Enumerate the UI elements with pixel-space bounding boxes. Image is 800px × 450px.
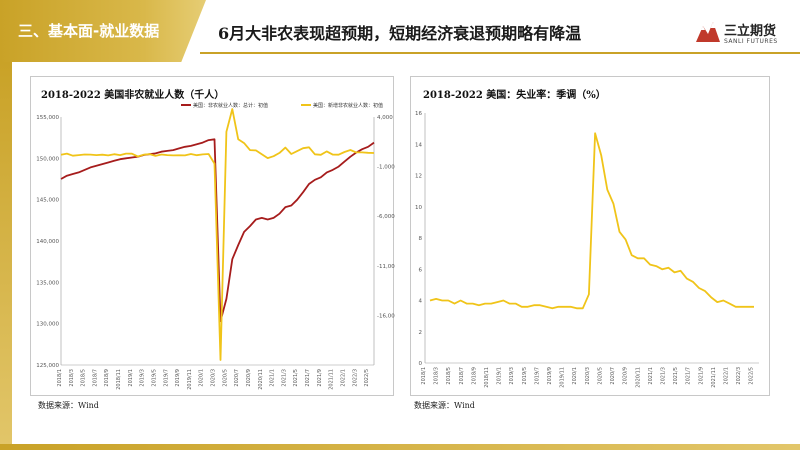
payroll-source-note: 数据来源：Wind [38, 401, 99, 410]
left-y-tick-label: 125,000 [36, 363, 59, 369]
header-rule [200, 52, 800, 54]
payroll-x-tick-label: 2018/5 [81, 369, 87, 387]
unemployment-x-tick-label: 2020/3 [585, 367, 591, 385]
payroll-x-tick-label: 2018/11 [116, 369, 122, 390]
unemployment-x-tick-label: 2019/5 [522, 367, 528, 385]
payroll-x-tick-label: 2021/3 [281, 369, 287, 387]
payroll-x-tick-label: 2021/1 [270, 369, 276, 387]
payroll-x-tick-label: 2021/7 [305, 369, 311, 387]
unemployment-x-tick-label: 2020/11 [635, 367, 641, 388]
unemployment-chart: 0 2 4 6 8 10 12 14 16 2018/1 2018/3 2018/5 2018/7 201… [415, 111, 759, 388]
section-title: 三、基本面-就业数据 [18, 22, 160, 40]
right-y-tick-label: 4,000 [377, 115, 393, 121]
right-y-tick-label: -16,000 [377, 313, 395, 319]
payroll-x-tick-label: 2018/3 [69, 369, 75, 387]
page-title: 6月大非农表现超预期，短期经济衰退预期略有降温 [218, 24, 582, 43]
unemployment-x-tick-label: 2018/11 [484, 367, 490, 388]
right-y-tick-label: -1,000 [377, 165, 395, 171]
y-tick-label: 2 [419, 330, 423, 336]
bottom-accent-bar [0, 444, 800, 450]
payroll-chart-title: 2018-2022 美国非农就业人数（千人） [41, 90, 225, 101]
left-y-tick-label: 155,000 [36, 115, 59, 121]
y-tick-label: 8 [419, 236, 423, 242]
y-tick-label: 4 [419, 299, 423, 305]
left-y-tick-label: 135,000 [36, 280, 59, 286]
payroll-x-tick-label: 2022/3 [352, 369, 358, 387]
payroll-x-tick-label: 2018/1 [57, 369, 63, 387]
payroll-x-tick-label: 2020/3 [211, 369, 217, 387]
payroll-x-tick-label: 2018/9 [104, 369, 110, 387]
payroll-chart: 125,000 130,000 135,000 140,000 145,000 150,0… [36, 102, 395, 390]
unemployment-x-tick-label: 2021/9 [698, 367, 704, 385]
left-y-tick-label: 130,000 [36, 322, 59, 328]
unemployment-source-note: 数据来源：Wind [414, 401, 475, 410]
unemployment-x-tick-label: 2020/1 [572, 367, 578, 385]
unemployment-x-tick-label: 2021/1 [648, 367, 654, 385]
payroll-x-tick-label: 2021/5 [293, 369, 299, 387]
unemployment-x-tick-label: 2022/1 [723, 367, 729, 385]
unemployment-chart-title: 2018-2022 美国：失业率：季调（%） [423, 90, 606, 101]
payroll-x-tick-label: 2022/1 [340, 369, 346, 387]
unemployment-x-tick-label: 2022/3 [736, 367, 742, 385]
legend-label-1: 美国：非农就业人数：总计：初值 [193, 102, 268, 109]
unemployment-x-tick-label: 2018/1 [421, 367, 427, 385]
unemployment-chart-panel: 2018-2022 美国：失业率：季调（%） 0 2 4 6 8 10 12 14 16 2018… [410, 76, 770, 396]
unemployment-x-tick-label: 2021/3 [660, 367, 666, 385]
payroll-x-tick-label: 2019/7 [163, 369, 169, 387]
unemployment-x-tick-label: 2021/7 [686, 367, 692, 385]
right-y-tick-label: -6,000 [377, 214, 395, 220]
payroll-x-tick-label: 2018/7 [92, 369, 98, 387]
y-tick-label: 6 [419, 267, 423, 273]
unemployment-x-tick-label: 2019/3 [509, 367, 515, 385]
payroll-x-tick-label: 2020/11 [258, 369, 264, 390]
left-y-tick-label: 150,000 [36, 156, 59, 162]
unemployment-x-tick-label: 2021/11 [711, 367, 717, 388]
unemployment-x-tick-label: 2022/5 [749, 367, 755, 385]
unemployment-x-tick-label: 2018/3 [434, 367, 440, 385]
logo-subtitle: SANLI FUTURES [724, 38, 778, 45]
payroll-x-tick-label: 2019/5 [151, 369, 157, 387]
payroll-x-tick-label: 2021/9 [317, 369, 323, 387]
payroll-chart-panel: 2018-2022 美国非农就业人数（千人） 125,000 130,000 135… [30, 76, 395, 396]
right-y-tick-label: -11,000 [377, 264, 395, 270]
payroll-total-series-line [60, 138, 375, 323]
y-tick-label: 0 [419, 361, 423, 367]
unemployment-x-tick-label: 2018/9 [471, 367, 477, 385]
payroll-x-tick-label: 2022/5 [364, 369, 370, 387]
unemployment-x-tick-label: 2019/9 [547, 367, 553, 385]
unemployment-x-tick-label: 2020/9 [623, 367, 629, 385]
unemployment-x-tick-label: 2018/7 [459, 367, 465, 385]
legend-label-2: 美国：新增非农就业人数：初值 [313, 102, 383, 109]
payroll-x-tick-label: 2020/7 [234, 369, 240, 387]
unemployment-x-tick-label: 2021/5 [673, 367, 679, 385]
unemployment-x-tick-label: 2020/5 [597, 367, 603, 385]
y-tick-label: 16 [415, 111, 422, 117]
unemployment-x-tick-label: 2018/5 [446, 367, 452, 385]
payroll-change-series-line [60, 108, 375, 361]
mountain-logo-icon [696, 22, 720, 42]
unemployment-x-tick-label: 2020/7 [610, 367, 616, 385]
logo-name: 三立期货 [724, 24, 777, 39]
unemployment-x-tick-label: 2019/7 [534, 367, 540, 385]
company-logo: 三立期货 SANLI FUTURES [696, 18, 792, 50]
payroll-x-tick-label: 2019/11 [187, 369, 193, 390]
payroll-x-tick-label: 2021/11 [329, 369, 335, 390]
left-y-tick-label: 140,000 [36, 239, 59, 245]
payroll-x-tick-label: 2020/9 [246, 369, 252, 387]
y-tick-label: 14 [415, 142, 422, 148]
y-tick-label: 10 [415, 205, 422, 211]
unemployment-x-tick-label: 2019/11 [560, 367, 566, 388]
payroll-x-tick-label: 2019/1 [128, 369, 134, 387]
left-y-tick-label: 145,000 [36, 198, 59, 204]
payroll-x-tick-label: 2019/9 [175, 369, 181, 387]
unemployment-rate-series-line [429, 132, 754, 310]
payroll-x-tick-label: 2019/3 [140, 369, 146, 387]
payroll-x-tick-label: 2020/1 [199, 369, 205, 387]
y-tick-label: 12 [415, 174, 422, 180]
unemployment-x-tick-label: 2019/1 [497, 367, 503, 385]
payroll-x-tick-label: 2020/5 [222, 369, 228, 387]
left-accent-bar [0, 62, 12, 450]
section-banner: 三、基本面-就业数据 [0, 0, 206, 62]
